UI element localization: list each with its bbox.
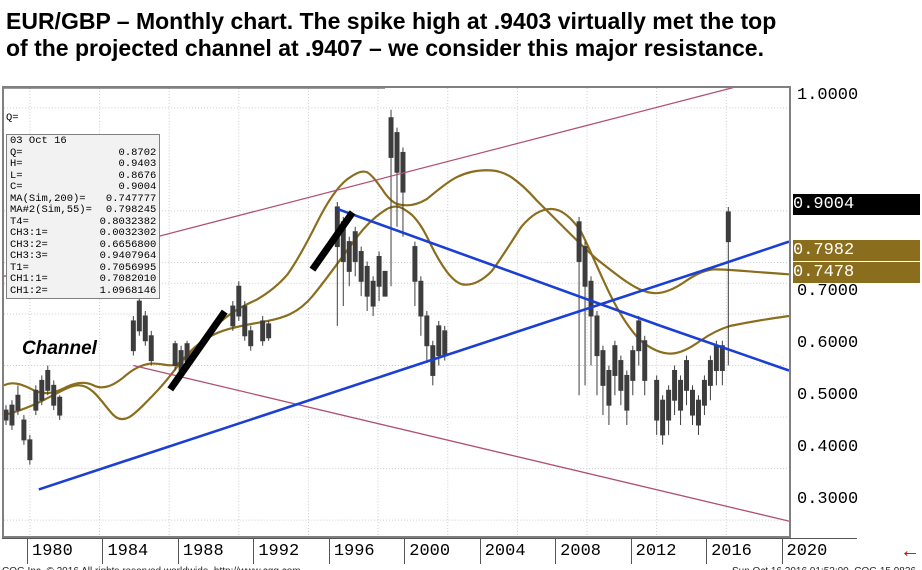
chart-plot-area[interactable]: 180" x2="383" y2="220"> bbox=[2, 86, 791, 538]
indicator-row-9: CH3:3= 0.9407964 bbox=[10, 251, 156, 263]
year-axis-item-8[interactable]: 2012 bbox=[632, 539, 707, 564]
indicator-row-11: CH1:1= 0.7082010 bbox=[10, 274, 156, 286]
year-axis: 1980 1984 1988 1992 1996 2000 2004 2008 … bbox=[2, 538, 857, 564]
year-axis-item-0[interactable]: 1980 bbox=[28, 539, 103, 564]
scroll-right-arrow-icon[interactable]: ← bbox=[900, 540, 920, 563]
year-axis-item-3[interactable]: 1992 bbox=[254, 539, 329, 564]
indicator-date: 03 Oct 16 bbox=[10, 136, 156, 148]
price-axis-labels: 1.0000 0.9004 0.7982 0.7478 0.7000 0.600… bbox=[793, 86, 920, 538]
year-axis-item-5[interactable]: 2000 bbox=[405, 539, 480, 564]
price-label-ma55: 0.7982 bbox=[793, 240, 920, 261]
indicator-row-12: CH1:2= 1.0968146 bbox=[10, 286, 156, 298]
channel-label-text: Channel bbox=[22, 338, 97, 360]
price-label-3: 0.6000 bbox=[797, 334, 858, 353]
year-axis-item-1[interactable]: 1984 bbox=[103, 539, 178, 564]
year-axis-item-6[interactable]: 2004 bbox=[481, 539, 556, 564]
price-label-6: 0.3000 bbox=[797, 490, 858, 509]
price-label-2: 0.7000 bbox=[797, 282, 858, 301]
price-label-current: 0.9004 bbox=[793, 194, 920, 215]
price-label-5: 0.4000 bbox=[797, 438, 858, 457]
indicator-row-5: MA#2(Sim,55)= 0.798245 bbox=[10, 205, 156, 217]
year-axis-spacer bbox=[2, 539, 28, 564]
chart-title: EUR/GBP – Monthly chart. The spike high … bbox=[6, 8, 916, 62]
year-axis-item-2[interactable]: 1988 bbox=[179, 539, 254, 564]
chart-title-line1: EUR/GBP – Monthly chart. The spike high … bbox=[6, 8, 916, 35]
indicator-row-7: CH3:1= 0.0032302 bbox=[10, 228, 156, 240]
chart-title-line2: of the projected channel at .9407 – we c… bbox=[6, 35, 916, 62]
indicator-row-1: H= 0.9403 bbox=[10, 159, 156, 171]
eurgbp-chart-page: EUR/GBP – Monthly chart. The spike high … bbox=[0, 0, 922, 570]
footer-copyright-text: CQG Inc. © 2016 All rights reserved worl… bbox=[2, 566, 301, 570]
footer-timestamp-text: Sun Oct 16 2016 01:52:00, CQG 15.9826 bbox=[732, 566, 916, 570]
year-axis-item-9[interactable]: 2016 bbox=[707, 539, 782, 564]
year-axis-item-4[interactable]: 1996 bbox=[330, 539, 405, 564]
ohlc-header-q: Q= bbox=[6, 113, 44, 125]
year-axis-item-10[interactable]: 2020 bbox=[783, 539, 857, 564]
price-label-1: 1.0000 bbox=[797, 86, 858, 105]
year-axis-item-7[interactable]: 2008 bbox=[556, 539, 631, 564]
indicator-values-box[interactable]: 03 Oct 16 Q= 0.8702 H= 0.9403 L= 0.8676 … bbox=[6, 134, 160, 299]
indicator-row-3: C= 0.9004 bbox=[10, 182, 156, 194]
price-label-ma200: 0.7478 bbox=[793, 262, 920, 283]
price-label-4: 0.5000 bbox=[797, 386, 858, 405]
